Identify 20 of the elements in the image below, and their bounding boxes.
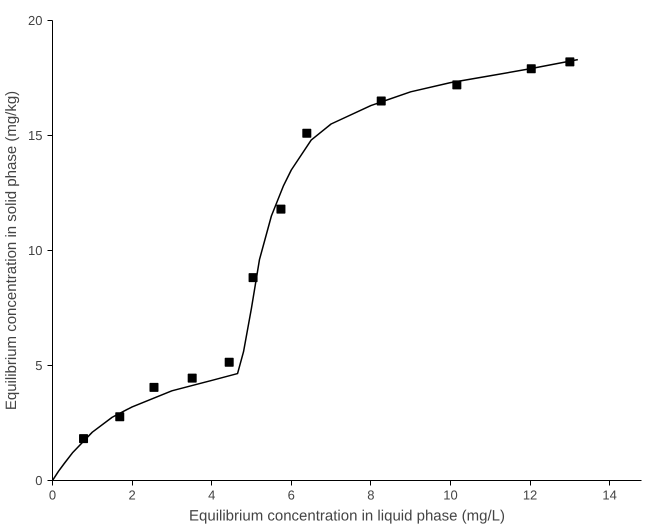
y-tick-label: 15 <box>28 128 43 143</box>
y-tick-label: 10 <box>28 243 43 258</box>
x-tick-label: 0 <box>48 488 56 502</box>
x-axis-title: Equilibrium concentration in liquid phase (mg/L) <box>189 508 506 524</box>
x-tick-label: 12 <box>522 488 538 502</box>
x-tick-label: 14 <box>602 488 617 502</box>
point <box>188 374 197 383</box>
y-tick-label: 0 <box>35 473 43 488</box>
x-tick-label: 8 <box>367 488 374 502</box>
x-tick-label: 2 <box>128 488 136 502</box>
x-tick-label: 10 <box>443 488 458 502</box>
point <box>276 204 286 214</box>
y-axis-title: Equilibrium concentration in solid phase (mg/kg) <box>3 90 20 410</box>
point <box>302 128 312 138</box>
x-tick-label: 4 <box>208 488 216 502</box>
y-tick-label: 20 <box>28 13 43 28</box>
y-tick-label: 5 <box>35 358 43 373</box>
x-tick-label: 6 <box>288 488 295 502</box>
point <box>224 358 234 367</box>
point <box>149 382 158 392</box>
